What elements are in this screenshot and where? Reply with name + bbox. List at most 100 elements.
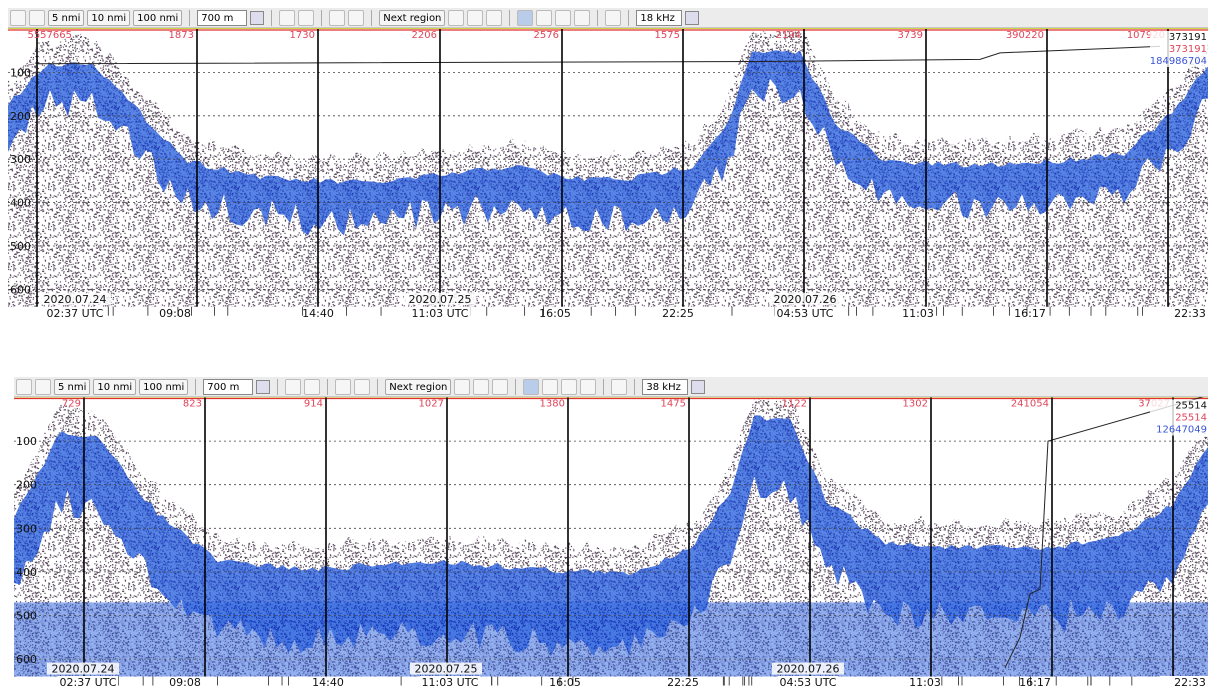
time-label-group: 04:53 UTC	[778, 676, 838, 688]
time-label-group: 14:40	[298, 676, 358, 688]
time-label: 14:40	[312, 676, 344, 688]
time-label-group: 11:03 UTC	[420, 676, 480, 688]
list-button[interactable]	[486, 10, 502, 26]
prev-button[interactable]	[10, 10, 26, 26]
redo-button[interactable]	[354, 379, 370, 395]
next-region-button[interactable]: Next region	[385, 379, 451, 395]
redo-button[interactable]	[348, 10, 364, 26]
refresh-button[interactable]	[448, 10, 464, 26]
add-button[interactable]	[574, 10, 590, 26]
next-button[interactable]	[35, 379, 51, 395]
echograms: 1002003004005006005557665187317302206257…	[0, 0, 1210, 688]
dropdown-caret[interactable]	[685, 11, 699, 25]
time-label-group: 09:08	[155, 676, 215, 688]
next-button[interactable]	[29, 10, 45, 26]
time-label: 02:37 UTC	[59, 676, 116, 688]
depth-label: 100	[16, 435, 37, 448]
info-button[interactable]	[467, 10, 483, 26]
depth-label: 200	[10, 110, 31, 123]
depth-label: 500	[10, 240, 31, 253]
zoom-button[interactable]	[555, 10, 571, 26]
dropdown-caret[interactable]	[256, 380, 270, 394]
range-button[interactable]: 10 nmi	[87, 10, 130, 26]
time-label-group: 22:33	[1160, 676, 1210, 688]
depth-label: 500	[16, 610, 37, 623]
pencil-button[interactable]	[523, 379, 539, 395]
time-label: 04:53 UTC	[776, 307, 833, 320]
time-label: 04:53 UTC	[779, 676, 836, 688]
eraser-button[interactable]	[542, 379, 558, 395]
separator	[277, 379, 278, 395]
frequency-select[interactable]: 38 kHz	[642, 379, 688, 395]
range-button[interactable]: 5 nmi	[54, 379, 90, 395]
list-button[interactable]	[492, 379, 508, 395]
range-button[interactable]: 10 nmi	[93, 379, 136, 395]
time-label: 22:33	[1174, 307, 1206, 320]
time-label-group: 22:25	[653, 676, 713, 688]
range-button[interactable]: 100 nmi	[139, 379, 188, 395]
region-number: 2194	[776, 30, 801, 41]
frequency-select[interactable]: 18 kHz	[636, 10, 682, 26]
pencil-button[interactable]	[517, 10, 533, 26]
time-label-group: 16:05	[535, 676, 595, 688]
separator	[515, 379, 516, 395]
forward-button[interactable]	[304, 379, 320, 395]
region-number: 1575	[655, 30, 680, 41]
time-label: 11:03	[902, 307, 934, 320]
date-label: 2020.07.26	[777, 663, 840, 676]
time-label: 09:08	[169, 676, 201, 688]
undo-button[interactable]	[329, 10, 345, 26]
time-label: 16:17	[1019, 676, 1051, 688]
range-button[interactable]: 100 nmi	[133, 10, 182, 26]
time-label-group: 16:17	[1005, 676, 1065, 688]
eraser-button[interactable]	[536, 10, 552, 26]
time-label: 02:37 UTC	[46, 307, 103, 320]
back-button[interactable]	[279, 10, 295, 26]
depth-range-select[interactable]: 700 m	[203, 379, 253, 395]
region-number: 914	[304, 399, 323, 410]
separator	[371, 10, 372, 26]
next-region-button[interactable]: Next region	[379, 10, 445, 26]
prev-button[interactable]	[16, 379, 32, 395]
depth-label: 300	[16, 522, 37, 535]
time-label: 16:17	[1014, 307, 1046, 320]
region-number: 1475	[661, 399, 686, 410]
region-number: 1122	[782, 399, 807, 410]
separator	[189, 10, 190, 26]
disabled-button[interactable]	[605, 10, 621, 26]
time-label-group: 11:03 UTC	[410, 307, 470, 320]
region-number: 1873	[169, 30, 194, 41]
time-label: 16:05	[539, 307, 571, 320]
disabled-button[interactable]	[611, 379, 627, 395]
undo-button[interactable]	[335, 379, 351, 395]
time-label: 11:03	[909, 676, 941, 688]
echogram: 1002003004005006005557665187317302206257…	[8, 26, 1210, 320]
depth-range-select[interactable]: 700 m	[197, 10, 247, 26]
depth-label: 300	[10, 153, 31, 166]
region-number: 5557665	[27, 30, 72, 41]
right-number: 25514	[1175, 401, 1207, 412]
dropdown-caret[interactable]	[691, 380, 705, 394]
refresh-button[interactable]	[454, 379, 470, 395]
depth-label: 200	[16, 479, 37, 492]
range-button[interactable]: 5 nmi	[48, 10, 84, 26]
forward-button[interactable]	[298, 10, 314, 26]
depth-label: 100	[10, 66, 31, 79]
time-label-group: 02:37 UTC	[58, 676, 118, 688]
region-number: 2576	[534, 30, 559, 41]
add-button[interactable]	[580, 379, 596, 395]
dropdown-caret[interactable]	[250, 11, 264, 25]
depth-label: 400	[10, 197, 31, 210]
separator	[321, 10, 322, 26]
zoom-button[interactable]	[561, 379, 577, 395]
info-button[interactable]	[473, 379, 489, 395]
right-number: 12647049	[1156, 425, 1207, 436]
back-button[interactable]	[285, 379, 301, 395]
separator	[597, 10, 598, 26]
separator	[509, 10, 510, 26]
page: 1002003004005006005557665187317302206257…	[0, 0, 1210, 688]
right-number: 373191	[1169, 32, 1207, 43]
right-number: 373191	[1169, 44, 1207, 55]
time-label: 16:05	[549, 676, 581, 688]
